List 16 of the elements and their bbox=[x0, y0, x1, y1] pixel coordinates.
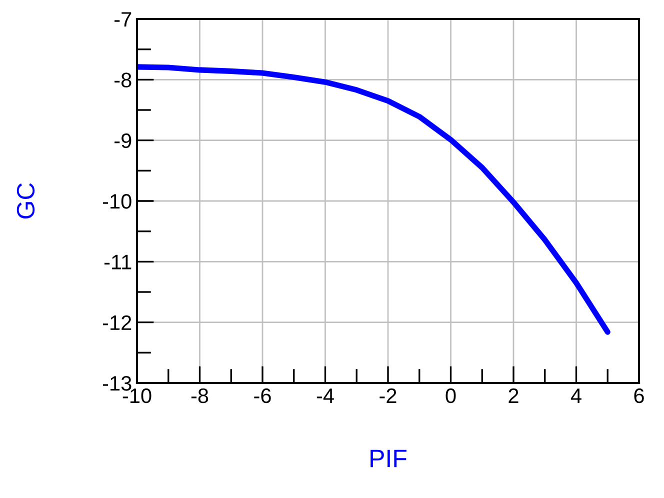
y-tick-label: -12 bbox=[102, 315, 132, 330]
y-tick-label: -11 bbox=[104, 254, 132, 270]
x-axis-title: PIF bbox=[370, 450, 406, 468]
x-tick-label: 6 bbox=[634, 388, 644, 404]
x-tick-label: -4 bbox=[316, 388, 334, 403]
y-axis-title: GC bbox=[16, 183, 35, 218]
x-tick-label: -6 bbox=[254, 388, 271, 404]
x-tick-label: -2 bbox=[380, 388, 396, 403]
y-tick-label: -8 bbox=[114, 72, 132, 88]
x-tick-label: 0 bbox=[446, 388, 456, 404]
y-tick-label: -9 bbox=[114, 133, 132, 148]
y-tick-label: -7 bbox=[114, 12, 132, 27]
y-tick-label: -10 bbox=[102, 194, 132, 209]
x-tick-label: 2 bbox=[508, 388, 518, 403]
x-tick-label: -8 bbox=[191, 388, 208, 404]
x-tick-label: 4 bbox=[570, 388, 582, 403]
